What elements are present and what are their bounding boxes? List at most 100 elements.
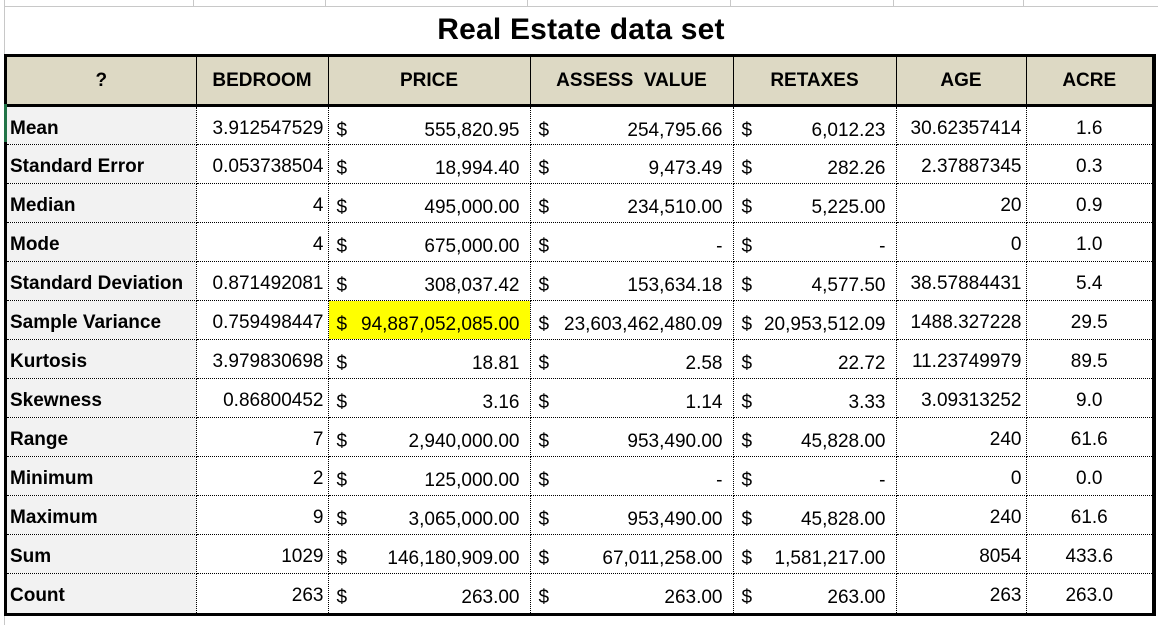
retaxes-cell[interactable]: $45,828.00 — [733, 417, 897, 457]
age-cell[interactable]: 30.62357414 — [896, 105, 1027, 145]
bedroom-cell[interactable]: 4 — [196, 222, 329, 262]
bedroom-cell[interactable]: 0.759498447 — [196, 300, 329, 340]
header-cell-price[interactable]: PRICE — [328, 57, 531, 107]
bedroom-cell[interactable]: 1029 — [196, 534, 329, 574]
age-cell[interactable]: 0 — [896, 456, 1027, 496]
bedroom-cell[interactable]: 0.86800452 — [196, 378, 329, 418]
assess-value-cell[interactable]: $1.14 — [530, 378, 734, 418]
age-cell[interactable]: 240 — [896, 495, 1027, 535]
acre-cell[interactable]: 433.6 — [1026, 534, 1152, 574]
acre-cell[interactable]: 0.3 — [1026, 144, 1152, 184]
bedroom-cell[interactable]: 4 — [196, 183, 329, 223]
header-cell-retaxes[interactable]: RETAXES — [733, 57, 897, 107]
price-cell[interactable]: $2,940,000.00 — [328, 417, 531, 457]
retaxes-cell[interactable]: $22.72 — [733, 339, 897, 379]
assess-value-cell[interactable]: $953,490.00 — [530, 495, 734, 535]
bedroom-cell[interactable]: 0.053738504 — [196, 144, 329, 184]
age-cell[interactable]: 8054 — [896, 534, 1027, 574]
bedroom-cell[interactable]: 9 — [196, 495, 329, 535]
age-cell[interactable]: 38.57884431 — [896, 261, 1027, 301]
row-label-cell[interactable]: Sample Variance — [7, 300, 197, 340]
row-label-cell[interactable]: Mean — [7, 105, 197, 145]
age-cell[interactable]: 240 — [896, 417, 1027, 457]
header-cell-assess-value[interactable]: ASSESS VALUE — [530, 57, 734, 107]
price-cell[interactable]: $125,000.00 — [328, 456, 531, 496]
age-cell[interactable]: 2.37887345 — [896, 144, 1027, 184]
retaxes-cell[interactable]: $5,225.00 — [733, 183, 897, 223]
price-cell[interactable]: $308,037.42 — [328, 261, 531, 301]
acre-cell[interactable]: 61.6 — [1026, 495, 1152, 535]
header-cell-bedroom[interactable]: BEDROOM — [196, 57, 329, 107]
row-label-cell[interactable]: Standard Error — [7, 144, 197, 184]
retaxes-cell[interactable]: $263.00 — [733, 573, 897, 613]
retaxes-cell[interactable]: $20,953,512.09 — [733, 300, 897, 340]
retaxes-cell[interactable]: $4,577.50 — [733, 261, 897, 301]
age-cell[interactable]: 0 — [896, 222, 1027, 262]
bedroom-cell[interactable]: 7 — [196, 417, 329, 457]
price-cell[interactable]: $94,887,052,085.00 — [328, 300, 531, 340]
assess-value-cell[interactable]: $ - — [530, 222, 734, 262]
retaxes-cell[interactable]: $3.33 — [733, 378, 897, 418]
assess-value-cell[interactable]: $2.58 — [530, 339, 734, 379]
assess-value-cell[interactable]: $9,473.49 — [530, 144, 734, 184]
bedroom-cell[interactable]: 3.979830698 — [196, 339, 329, 379]
price-cell[interactable]: $18,994.40 — [328, 144, 531, 184]
retaxes-cell[interactable]: $282.26 — [733, 144, 897, 184]
price-cell[interactable]: $495,000.00 — [328, 183, 531, 223]
row-label-cell[interactable]: Maximum — [7, 495, 197, 535]
retaxes-cell[interactable]: $45,828.00 — [733, 495, 897, 535]
acre-cell[interactable]: 89.5 — [1026, 339, 1152, 379]
header-cell-age[interactable]: AGE — [896, 57, 1027, 107]
row-label-cell[interactable]: Mode — [7, 222, 197, 262]
price-cell[interactable]: $18.81 — [328, 339, 531, 379]
assess-value-cell[interactable]: $67,011,258.00 — [530, 534, 734, 574]
bedroom-cell[interactable]: 0.871492081 — [196, 261, 329, 301]
row-label-cell[interactable]: Kurtosis — [7, 339, 197, 379]
age-cell[interactable]: 263 — [896, 573, 1027, 613]
assess-value-cell[interactable]: $153,634.18 — [530, 261, 734, 301]
acre-cell[interactable]: 0.0 — [1026, 456, 1152, 496]
header-cell-stat[interactable]: ? — [7, 57, 197, 107]
assess-value-cell[interactable]: $263.00 — [530, 573, 734, 613]
age-cell[interactable]: 1488.327228 — [896, 300, 1027, 340]
acre-cell[interactable]: 29.5 — [1026, 300, 1152, 340]
assess-value-cell[interactable]: $254,795.66 — [530, 105, 734, 145]
acre-cell[interactable]: 9.0 — [1026, 378, 1152, 418]
retaxes-cell[interactable]: $ - — [733, 456, 897, 496]
currency-symbol: $ — [336, 197, 348, 218]
bedroom-cell[interactable]: 3.912547529 — [196, 105, 329, 145]
assess-value-cell[interactable]: $ - — [530, 456, 734, 496]
row-label-cell[interactable]: Median — [7, 183, 197, 223]
acre-cell[interactable]: 5.4 — [1026, 261, 1152, 301]
acre-cell[interactable]: 1.6 — [1026, 105, 1152, 145]
retaxes-cell[interactable]: $6,012.23 — [733, 105, 897, 145]
bedroom-cell[interactable]: 263 — [196, 573, 329, 613]
retaxes-cell[interactable]: $1,581,217.00 — [733, 534, 897, 574]
acre-cell[interactable]: 1.0 — [1026, 222, 1152, 262]
age-cell[interactable]: 3.09313252 — [896, 378, 1027, 418]
retaxes-cell[interactable]: $ - — [733, 222, 897, 262]
sheet-title[interactable]: Real Estate data set — [437, 13, 725, 46]
age-cell[interactable]: 11.23749979 — [896, 339, 1027, 379]
age-cell[interactable]: 20 — [896, 183, 1027, 223]
price-cell[interactable]: $675,000.00 — [328, 222, 531, 262]
price-cell[interactable]: $263.00 — [328, 573, 531, 613]
row-label-cell[interactable]: Count — [7, 573, 197, 613]
price-cell[interactable]: $3.16 — [328, 378, 531, 418]
price-cell[interactable]: $555,820.95 — [328, 105, 531, 145]
price-cell[interactable]: $3,065,000.00 — [328, 495, 531, 535]
row-label-cell[interactable]: Sum — [7, 534, 197, 574]
price-cell[interactable]: $146,180,909.00 — [328, 534, 531, 574]
acre-cell[interactable]: 263.0 — [1065, 585, 1114, 607]
acre-cell[interactable]: 61.6 — [1026, 417, 1152, 457]
row-label-cell[interactable]: Standard Deviation — [7, 261, 197, 301]
bedroom-cell[interactable]: 2 — [196, 456, 329, 496]
assess-value-cell[interactable]: $234,510.00 — [530, 183, 734, 223]
row-label-cell[interactable]: Skewness — [7, 378, 197, 418]
row-label-cell[interactable]: Range — [7, 417, 197, 457]
acre-cell[interactable]: 0.9 — [1026, 183, 1152, 223]
assess-value-cell[interactable]: $23,603,462,480.09 — [530, 300, 734, 340]
header-cell-acre[interactable]: ACRE — [1026, 57, 1152, 107]
row-label-cell[interactable]: Minimum — [7, 456, 197, 496]
assess-value-cell[interactable]: $953,490.00 — [530, 417, 734, 457]
